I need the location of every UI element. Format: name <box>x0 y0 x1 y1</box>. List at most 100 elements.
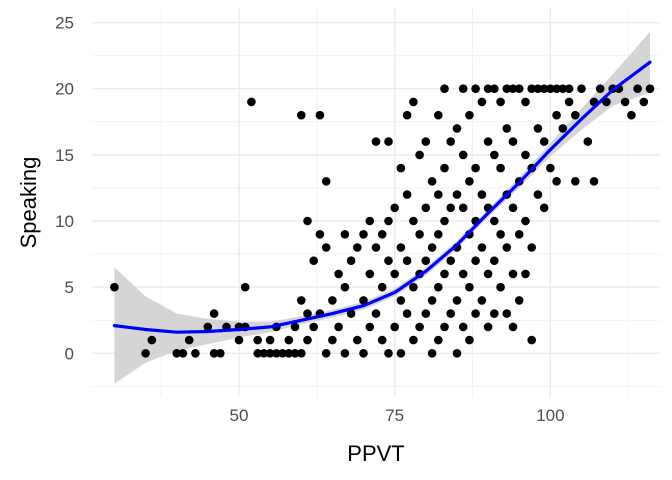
data-point <box>620 97 630 107</box>
data-point <box>639 97 649 107</box>
data-point <box>297 296 306 305</box>
data-point <box>490 216 499 226</box>
data-point <box>521 97 530 107</box>
data-point <box>415 230 424 239</box>
data-point <box>458 84 468 93</box>
data-point <box>259 349 269 358</box>
data-point <box>558 124 568 133</box>
data-point <box>265 349 275 358</box>
x-tick-label: 50 <box>230 406 249 425</box>
data-point <box>490 84 499 93</box>
data-point <box>321 177 331 186</box>
data-point <box>359 349 368 358</box>
data-point <box>421 137 431 146</box>
y-tick-label: 25 <box>55 14 74 33</box>
data-point <box>452 349 462 358</box>
data-point <box>496 282 505 292</box>
data-point <box>452 296 462 305</box>
data-point <box>502 124 512 133</box>
grid-major <box>92 8 660 397</box>
data-point <box>465 177 474 186</box>
data-point <box>514 230 524 239</box>
data-point <box>521 269 530 279</box>
data-point <box>110 282 119 292</box>
data-point <box>309 322 319 332</box>
data-point <box>234 335 244 345</box>
data-point <box>446 203 456 213</box>
data-point <box>371 243 381 252</box>
data-point <box>502 309 512 318</box>
data-point <box>402 256 412 266</box>
data-point <box>384 349 393 358</box>
data-point <box>390 322 400 332</box>
data-point <box>458 269 468 279</box>
data-point <box>297 349 306 358</box>
data-point <box>446 137 456 146</box>
data-point <box>172 349 181 358</box>
data-point <box>409 216 418 226</box>
data-point <box>141 349 150 358</box>
data-point <box>290 349 300 358</box>
data-point <box>384 137 393 146</box>
data-point <box>477 97 487 107</box>
data-point <box>533 190 543 199</box>
data-point <box>284 349 294 358</box>
data-point <box>409 335 418 345</box>
data-point <box>483 322 493 332</box>
data-point <box>427 296 437 305</box>
data-point <box>346 309 356 318</box>
data-point <box>409 97 418 107</box>
y-tick-label: 20 <box>55 80 74 99</box>
data-point <box>471 309 480 318</box>
data-point <box>527 335 536 345</box>
confidence-ribbon <box>114 31 650 384</box>
data-point <box>533 84 543 93</box>
data-point <box>571 177 580 186</box>
data-point <box>421 309 431 318</box>
data-point <box>564 84 574 93</box>
data-point <box>402 190 412 199</box>
data-point <box>415 150 424 160</box>
data-point <box>272 349 281 358</box>
data-point <box>496 97 505 107</box>
data-point <box>558 84 568 93</box>
data-point <box>434 335 443 345</box>
data-point <box>415 322 424 332</box>
data-point <box>458 203 468 213</box>
data-point <box>278 349 287 358</box>
data-point <box>440 84 449 93</box>
x-tick-label: 75 <box>385 406 404 425</box>
data-point <box>147 335 157 345</box>
data-point <box>315 230 325 239</box>
data-point <box>178 349 188 358</box>
data-point <box>184 335 194 345</box>
data-point <box>508 203 518 213</box>
data-point <box>365 322 375 332</box>
data-point <box>627 110 636 120</box>
data-point <box>589 177 599 186</box>
data-point <box>328 296 337 305</box>
data-point <box>583 137 593 146</box>
data-point <box>483 269 493 279</box>
data-point <box>645 84 655 93</box>
data-point <box>496 230 505 239</box>
data-point <box>216 349 225 358</box>
y-tick-label: 5 <box>65 278 74 297</box>
y-axis-title: Speaking <box>16 157 41 249</box>
data-point <box>471 256 480 266</box>
data-point <box>471 84 480 93</box>
data-point <box>458 150 468 160</box>
data-point <box>396 296 406 305</box>
data-point <box>508 84 518 93</box>
y-axis-tick-labels: 0 5 10 15 20 25 <box>55 14 74 364</box>
data-point <box>359 230 368 239</box>
data-point <box>595 84 605 93</box>
data-point <box>552 110 561 120</box>
data-point <box>539 203 549 213</box>
data-point <box>539 137 549 146</box>
data-point <box>440 163 449 173</box>
data-point <box>477 190 487 199</box>
data-point <box>564 97 574 107</box>
data-point <box>521 216 530 226</box>
